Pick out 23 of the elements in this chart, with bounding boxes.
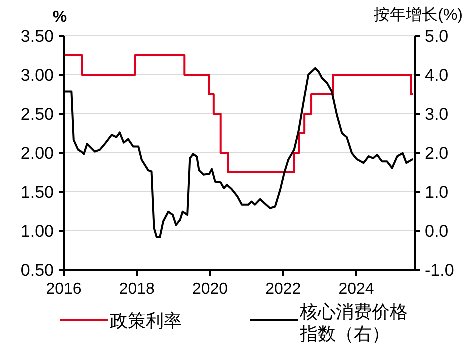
y2-tick-label: 5.0 [425, 26, 449, 46]
y2-tick-label: 3.0 [425, 104, 449, 124]
y2-tick-label: 4.0 [425, 66, 449, 85]
y-axis-title: % [52, 9, 68, 26]
y-tick-label: 3.00 [20, 66, 54, 85]
x-tick-label: 2024 [338, 281, 374, 298]
y2-tick-label: -1.0 [425, 260, 454, 280]
y-tick-label: 1.00 [20, 222, 54, 241]
y-tick-label: 1.50 [20, 182, 54, 202]
y-tick-label: 3.50 [20, 26, 54, 46]
x-tick-label: 2018 [119, 281, 156, 298]
y2-tick-label: 1.0 [425, 182, 449, 202]
y2-tick-label: 2.0 [425, 144, 449, 163]
y-tick-label: 2.50 [20, 104, 54, 124]
y2-axis-title: 按年增长(%) [374, 6, 463, 24]
y2-tick-label: 0.0 [425, 222, 449, 241]
x-tick-label: 2016 [46, 281, 82, 298]
legend-label: 政策利率 [110, 311, 182, 331]
y-tick-label: 2.00 [20, 144, 54, 163]
x-tick-label: 2020 [192, 281, 228, 298]
y-tick-label: 0.50 [20, 260, 54, 280]
legend-label: 核心消费价格指数（右） [299, 302, 408, 344]
x-tick-label: 2022 [266, 281, 302, 298]
